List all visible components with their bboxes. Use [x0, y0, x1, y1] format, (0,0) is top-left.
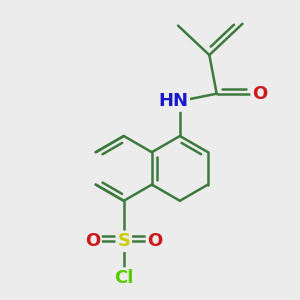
Text: Cl: Cl — [114, 269, 134, 287]
Text: O: O — [85, 232, 100, 250]
Text: O: O — [148, 232, 163, 250]
Text: O: O — [252, 85, 267, 103]
Text: S: S — [117, 232, 130, 250]
Text: HN: HN — [158, 92, 188, 110]
